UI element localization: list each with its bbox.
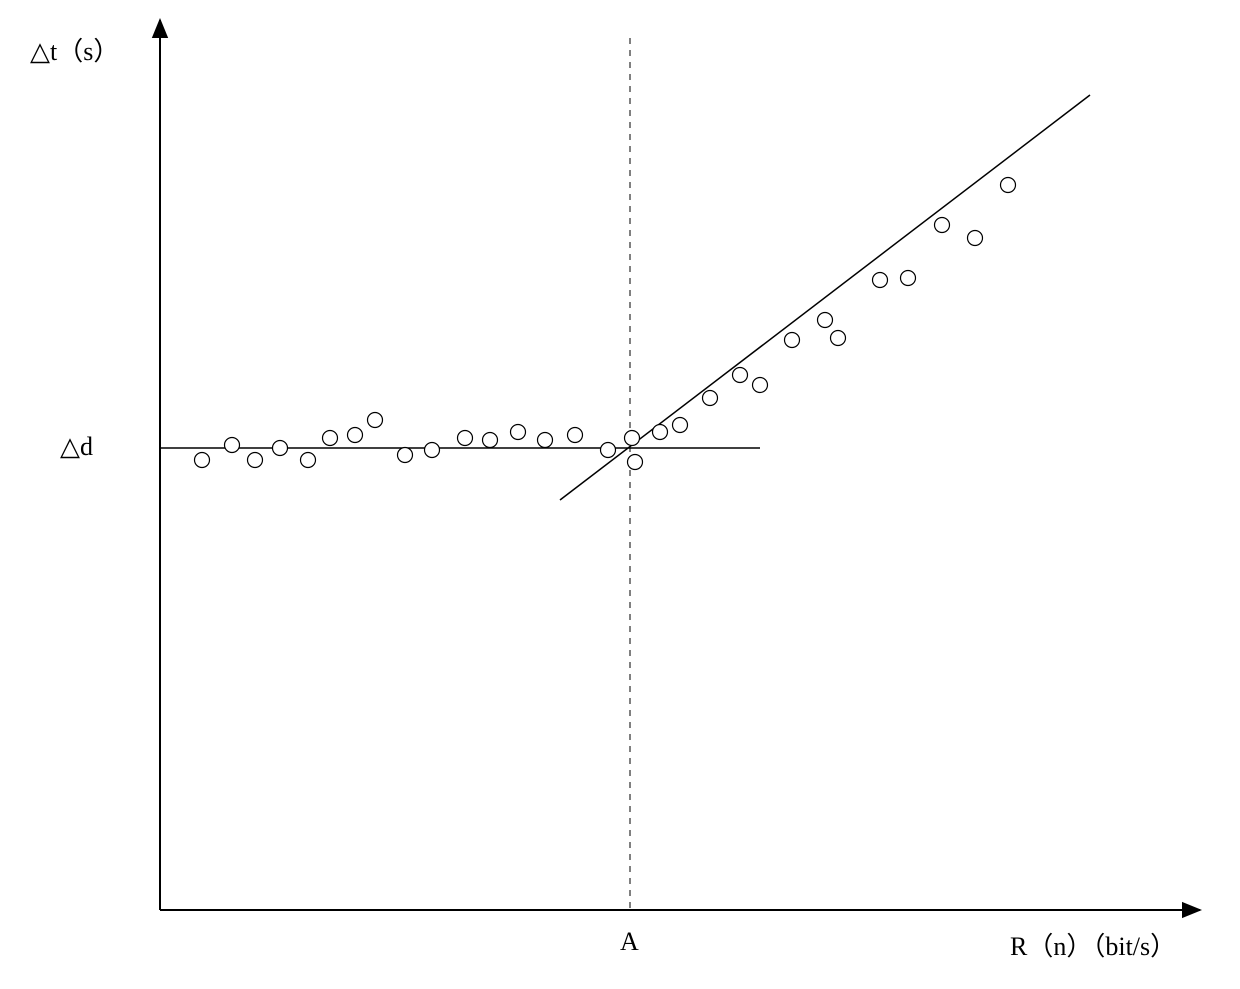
data-point	[483, 433, 498, 448]
data-point	[873, 273, 888, 288]
data-point	[733, 368, 748, 383]
data-point	[511, 425, 526, 440]
data-point	[248, 453, 263, 468]
y-axis-label: △t（s）	[30, 37, 119, 66]
data-point	[195, 453, 210, 468]
x-axis-label: R（n）（bit/s）	[1010, 932, 1176, 961]
data-point	[831, 331, 846, 346]
data-point	[628, 455, 643, 470]
data-point	[703, 391, 718, 406]
data-point	[818, 313, 833, 328]
data-point	[323, 431, 338, 446]
data-point	[348, 428, 363, 443]
data-point	[398, 448, 413, 463]
chart-background	[0, 0, 1240, 989]
data-point	[425, 443, 440, 458]
data-point	[673, 418, 688, 433]
data-point	[368, 413, 383, 428]
data-point	[968, 231, 983, 246]
data-point	[301, 453, 316, 468]
data-point	[458, 431, 473, 446]
data-point	[625, 431, 640, 446]
data-point	[653, 425, 668, 440]
scatter-chart: △t（s） △d A R（n）（bit/s）	[0, 0, 1240, 989]
data-point	[273, 441, 288, 456]
x-tick-label: A	[620, 927, 639, 956]
data-point	[601, 443, 616, 458]
data-point	[785, 333, 800, 348]
data-point	[935, 218, 950, 233]
data-point	[568, 428, 583, 443]
data-point	[901, 271, 916, 286]
data-point	[753, 378, 768, 393]
data-point	[1001, 178, 1016, 193]
data-point	[225, 438, 240, 453]
y-tick-label: △d	[60, 432, 93, 461]
data-point	[538, 433, 553, 448]
